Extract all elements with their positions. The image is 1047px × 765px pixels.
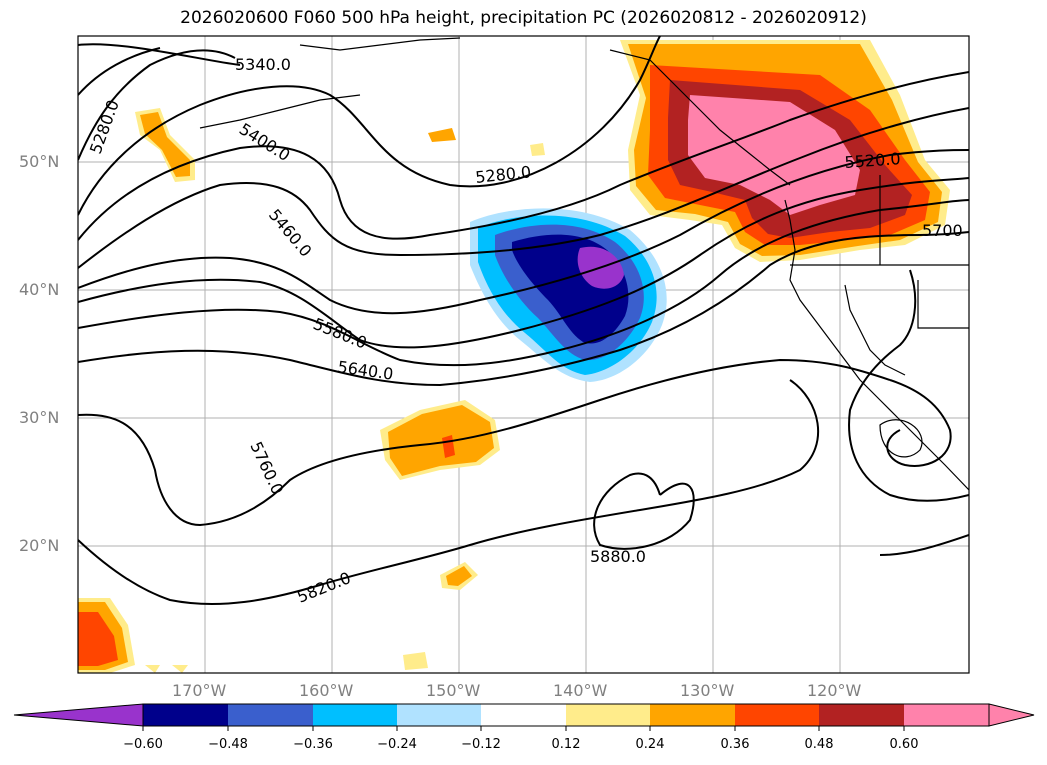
contour-label: 5280.0: [86, 97, 123, 156]
colorbar-segment: [650, 704, 735, 726]
colorbar: [13, 703, 1035, 731]
colorbar-tick-label: −0.12: [461, 737, 501, 752]
contour-label: 5400.0: [236, 119, 294, 165]
lon-label-150w: 150°W: [426, 681, 481, 700]
positive-anomaly-region: [620, 40, 950, 262]
colorbar-segment: [481, 704, 566, 726]
colorbar-tick-label: −0.60: [123, 737, 163, 752]
colorbar-segment: [313, 704, 397, 726]
lat-label-20n: 20°N: [19, 536, 60, 555]
contour-label: 5460.0: [265, 205, 316, 260]
height-contours: [78, 36, 969, 605]
contour-label: 5640.0: [336, 357, 394, 384]
colorbar-tick-label: −0.36: [293, 737, 333, 752]
negative-anomaly-region: [470, 208, 667, 382]
lon-label-120w: 120°W: [807, 681, 862, 700]
colorbar-segment: [566, 704, 650, 726]
lat-label-40n: 40°N: [19, 280, 60, 299]
lon-label-160w: 160°W: [299, 681, 354, 700]
colorbar-tick-label: 0.36: [720, 737, 750, 752]
contour-label: 5340.0: [235, 55, 291, 74]
colorbar-tick-label: 0.48: [804, 737, 834, 752]
colorbar-tick-label: 0.24: [635, 737, 665, 752]
colorbar-tick-label: −0.48: [208, 737, 248, 752]
colorbar-tick-label: 0.12: [551, 737, 581, 752]
colorbar-segment: [904, 704, 989, 726]
contour-label: 5880.0: [590, 547, 646, 566]
contour-label: 5520.0: [844, 149, 901, 172]
contour-label: 5280.0: [474, 162, 532, 187]
colorbar-max-extend: [988, 703, 1035, 727]
colorbar-segment: [228, 704, 313, 726]
colorbar-tick-label: 0.60: [889, 737, 919, 752]
colorbar-segment: [819, 704, 904, 726]
contour-label: 5700: [922, 221, 963, 240]
colorbar-segment: [143, 704, 228, 726]
colorbar-segment: [735, 704, 819, 726]
map-frame: [77, 35, 970, 674]
colorbar-tick-label: −0.24: [377, 737, 417, 752]
positive-anomaly-patches: [78, 108, 545, 673]
contour-label: 5580.0: [311, 314, 370, 353]
lat-label-50n: 50°N: [19, 152, 60, 171]
colorbar-segment: [397, 704, 481, 726]
contour-label: 5760.0: [246, 439, 287, 498]
lon-label-170w: 170°W: [172, 681, 227, 700]
lat-label-30n: 30°N: [19, 408, 60, 427]
contour-label: 5820.0: [294, 568, 353, 607]
map-title: 2026020600 F060 500 hPa height, precipit…: [180, 8, 867, 28]
lon-label-130w: 130°W: [680, 681, 735, 700]
colorbar-min-extend: [13, 703, 144, 727]
lon-label-140w: 140°W: [553, 681, 608, 700]
